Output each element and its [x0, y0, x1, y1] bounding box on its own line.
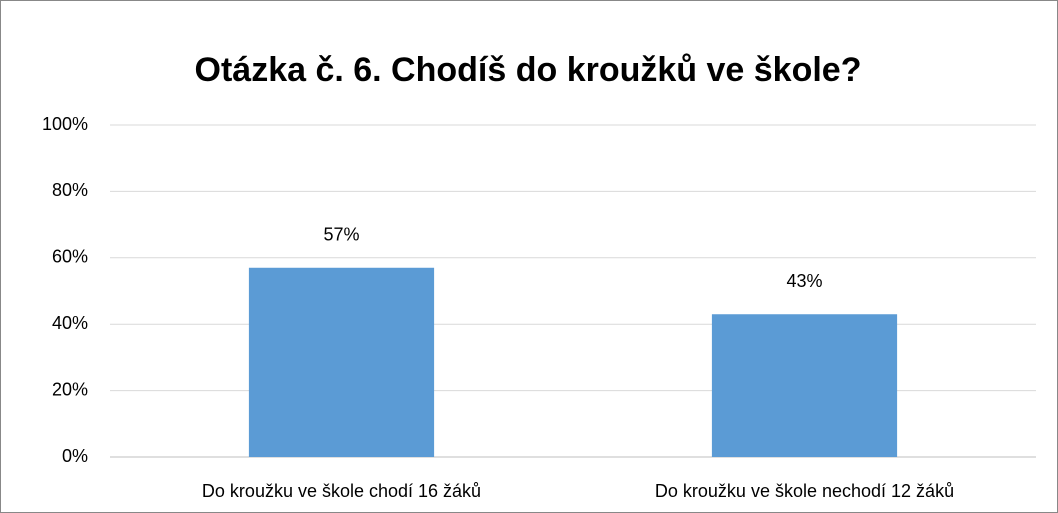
- bar: [248, 267, 435, 457]
- data-label: 43%: [786, 271, 822, 291]
- y-tick-label: 100%: [42, 114, 88, 134]
- x-tick-label: Do kroužku ve škole nechodí 12 žáků: [655, 481, 954, 501]
- x-tick-label: Do kroužku ve škole chodí 16 žáků: [202, 481, 481, 501]
- y-tick-label: 0%: [62, 446, 88, 466]
- y-tick-label: 40%: [52, 313, 88, 333]
- bar: [711, 314, 898, 457]
- y-tick-label: 80%: [52, 180, 88, 200]
- y-tick-label: 20%: [52, 379, 88, 399]
- chart-title: Otázka č. 6. Chodíš do kroužků ve škole?: [195, 51, 862, 89]
- y-tick-label: 60%: [52, 247, 88, 267]
- data-label: 57%: [323, 225, 359, 245]
